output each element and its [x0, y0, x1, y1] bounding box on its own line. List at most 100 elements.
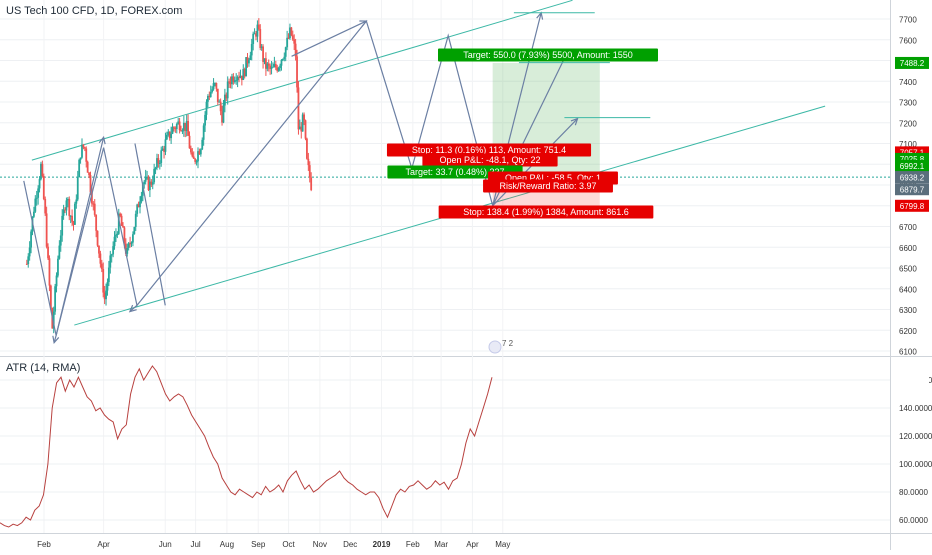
risk-reward-label-bg [483, 179, 613, 193]
candle-body [134, 213, 137, 227]
candle-body [297, 87, 300, 130]
candle-body [267, 63, 270, 66]
candle-body [283, 56, 286, 59]
candle-body [160, 150, 163, 163]
candle-body [289, 27, 291, 39]
price-tag-bg [895, 56, 929, 69]
price-tag: 6879.7 [900, 185, 925, 194]
price-tag: 6799.8 [900, 202, 925, 211]
candle-body [64, 209, 66, 211]
candle-body [57, 258, 59, 276]
wave-arrow-2-head [128, 304, 137, 313]
candle-body [93, 203, 96, 215]
candle-body [284, 47, 287, 57]
candle-body [144, 176, 147, 182]
time-tick-label: Apr [466, 540, 479, 549]
candle-body [177, 121, 180, 125]
candle-body [129, 243, 131, 245]
candle-body [246, 57, 249, 64]
candle-body [262, 46, 264, 62]
candle-body [168, 131, 171, 139]
candle-body [273, 64, 276, 67]
price-tick-label: 6400 [899, 285, 917, 294]
channel-upper-line [31, 0, 573, 161]
stop-label-large: Stop: 138.4 (1.99%) 1384, Amount: 861.6 [463, 207, 629, 217]
candle-body [266, 63, 269, 69]
price-tick-label: 6100 [899, 348, 917, 357]
candle-body [187, 120, 189, 136]
candle-body [173, 127, 175, 129]
long-position-zones[interactable] [0, 62, 890, 206]
candle-body [158, 162, 161, 164]
time-tick-label: May [495, 540, 510, 549]
candle-body [184, 122, 187, 132]
candle-body [98, 245, 100, 254]
candle-body [205, 101, 208, 115]
atr-title: ATR (14, RMA) [6, 362, 80, 374]
target-label-large: Target: 550.0 (7.93%) 5500, Amount: 1550 [463, 50, 633, 60]
candle-body [298, 126, 301, 130]
time-tick-label: Apr [97, 540, 110, 549]
candle-body [92, 203, 95, 205]
candle-body [178, 121, 181, 131]
candle-body [277, 67, 280, 71]
candle-body [260, 46, 263, 49]
price-axis[interactable]: 6100620063006400650066006700680069007000… [895, 16, 929, 357]
candle-body [96, 230, 99, 246]
atr-tick-label: 80.0000 [899, 488, 928, 497]
candle-body [231, 76, 233, 85]
candle-body [250, 43, 253, 56]
candle-body [245, 57, 247, 77]
candle-body [30, 231, 32, 248]
candle-body [156, 158, 158, 168]
candle-body [301, 114, 304, 132]
candle-body [54, 286, 57, 312]
target-label-small: Target: 33.7 (0.48%) 337 [405, 167, 504, 177]
candle-body [223, 94, 226, 106]
price-tag: 6938.2 [900, 173, 925, 182]
candle-body [106, 282, 109, 291]
price-tag-bg [895, 199, 929, 212]
price-tick-label: 7100 [899, 140, 917, 149]
candle-body [225, 94, 228, 99]
candle-body [76, 177, 79, 200]
candle-body [44, 199, 47, 214]
candle-body [214, 82, 216, 84]
candle-body [233, 80, 236, 82]
candle-body [72, 221, 75, 225]
candle-body [218, 101, 221, 103]
price-tick-label: 7400 [899, 78, 917, 87]
candle-body [105, 290, 107, 300]
candle-body [123, 227, 126, 244]
wave-arrow-3 [291, 20, 367, 57]
candle-body [79, 157, 82, 160]
candle-body [197, 151, 199, 162]
candle-body [255, 33, 257, 37]
chart-title: US Tech 100 CFD, 1D, FOREX.com [6, 5, 182, 17]
candle-body [287, 37, 290, 39]
candle-body [190, 148, 192, 153]
candle-body [216, 88, 219, 102]
candle-body [34, 198, 37, 212]
price-tag: 6992.1 [900, 162, 925, 171]
candle-body [25, 263, 28, 265]
candle-body [49, 285, 52, 309]
candle-body [207, 95, 209, 102]
candle-body [208, 95, 211, 97]
candle-body [103, 292, 106, 300]
price-tag: 7488.2 [900, 59, 925, 68]
candle-body [188, 135, 191, 149]
price-tick-label: 6500 [899, 265, 917, 274]
atr-tick-label: 100.0000 [899, 460, 932, 469]
candle-body [300, 126, 303, 132]
candle-body [181, 130, 184, 132]
time-tick-label: Feb [37, 540, 51, 549]
price-tick-label: 6700 [899, 223, 917, 232]
candle-body [55, 275, 58, 287]
open-pnl-label-small-bg [422, 153, 558, 167]
candle-body [222, 105, 225, 123]
candle-body [191, 152, 194, 157]
time-axis[interactable]: Feb Apr Jun Jul Aug Sep Oct Nov Dec 2019 Feb Mar Apr… [37, 540, 510, 549]
projection-arrow-low-head [570, 117, 579, 126]
